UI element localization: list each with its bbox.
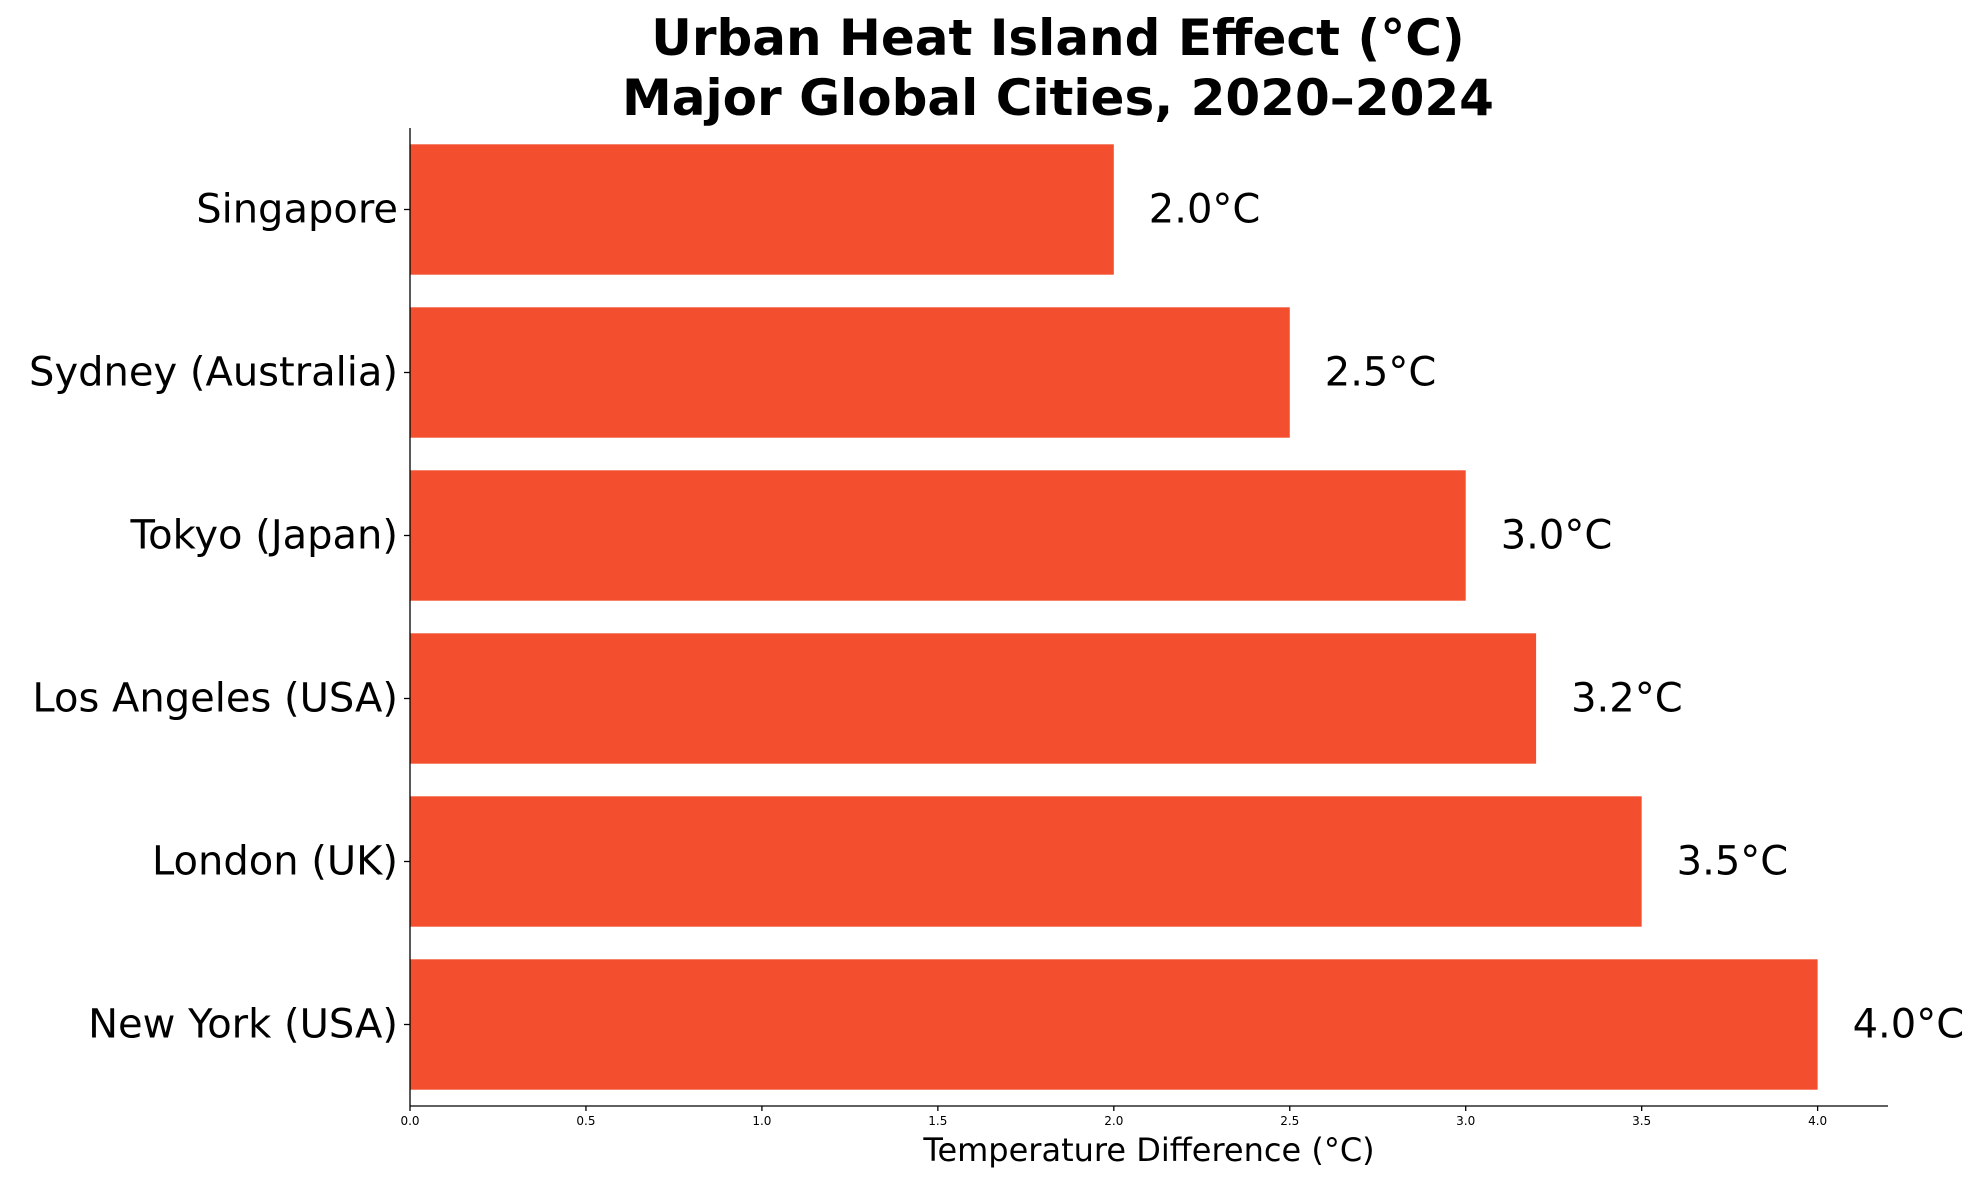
x-axis-label: Temperature Difference (°C) — [922, 1131, 1374, 1169]
x-tick-label: 0.5 — [576, 1114, 595, 1128]
category-label-singapore: Singapore — [196, 187, 398, 233]
x-tick-label: 3.5 — [1632, 1114, 1651, 1128]
category-label-los-angeles-usa: Los Angeles (USA) — [32, 676, 398, 722]
value-labels-group: 2.0°C 2.5°C 3.0°C 3.2°C 3.5°C 4.0°C — [1149, 187, 1964, 1048]
category-label-new-york-usa: New York (USA) — [88, 1002, 398, 1048]
bar-singapore — [410, 144, 1114, 275]
x-tick-label: 0.0 — [400, 1114, 419, 1128]
bars-group — [410, 144, 1818, 1090]
bar-sydney-australia — [410, 307, 1290, 438]
value-label-sydney-australia: 2.5°C — [1325, 350, 1437, 396]
bar-tokyo-japan — [410, 470, 1466, 601]
value-label-los-angeles-usa: 3.2°C — [1571, 676, 1683, 722]
category-label-tokyo-japan: Tokyo (Japan) — [130, 513, 398, 559]
value-label-london-uk: 3.5°C — [1677, 839, 1789, 885]
x-tick-label: 4.0 — [1808, 1114, 1827, 1128]
chart-subtitle: Major Global Cities, 2020–2024 — [622, 69, 1494, 127]
chart-title: Urban Heat Island Effect (°C) — [651, 9, 1465, 67]
x-tick-label: 2.5 — [1280, 1114, 1299, 1128]
x-ticks-group: 0.0 0.5 1.0 1.5 2.0 2.5 3.0 3.5 4.0 — [400, 1106, 1827, 1128]
x-tick-label: 3.0 — [1456, 1114, 1475, 1128]
bar-london-uk — [410, 796, 1642, 927]
x-tick-label: 1.0 — [752, 1114, 771, 1128]
category-label-london-uk: London (UK) — [152, 839, 398, 885]
value-label-new-york-usa: 4.0°C — [1853, 1002, 1965, 1048]
x-tick-label: 1.5 — [928, 1114, 947, 1128]
value-label-tokyo-japan: 3.0°C — [1501, 513, 1613, 559]
bar-new-york-usa — [410, 959, 1818, 1090]
x-tick-label: 2.0 — [1104, 1114, 1123, 1128]
category-label-sydney-australia: Sydney (Australia) — [29, 350, 398, 396]
bar-los-angeles-usa — [410, 633, 1537, 764]
category-labels-group: Singapore Sydney (Australia) Tokyo (Japan)… — [29, 187, 410, 1048]
value-label-singapore: 2.0°C — [1149, 187, 1261, 233]
